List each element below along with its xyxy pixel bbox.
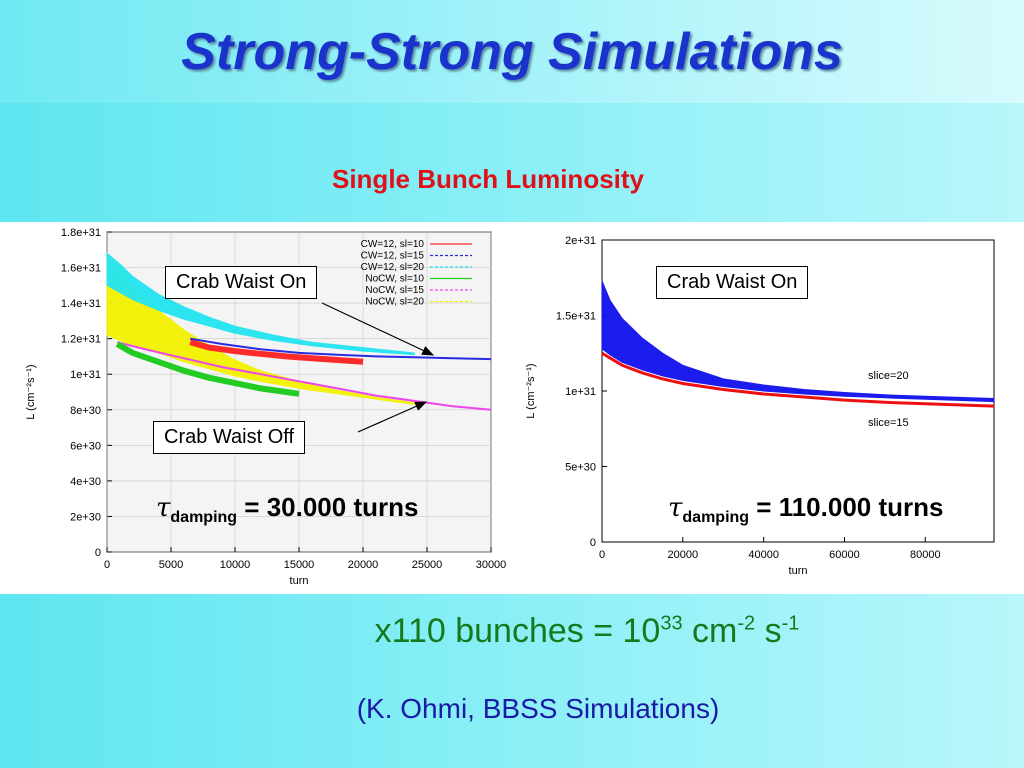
x-tick-label: 0 — [599, 549, 605, 561]
x-tick-label: 10000 — [220, 559, 251, 571]
x-tick-label: 40000 — [748, 549, 779, 561]
exponent-33: 33 — [660, 612, 683, 635]
legend-label: CW=12, sl=10 — [361, 239, 425, 250]
x-tick-label: 0 — [104, 559, 110, 571]
callout-crab-waist-on-right: Crab Waist On — [656, 266, 809, 299]
y-axis-label: L (cm⁻²s⁻¹) — [525, 363, 537, 418]
y-tick-label: 8e+30 — [70, 405, 101, 417]
slide-title: Strong-Strong Simulations — [181, 23, 843, 81]
y-tick-label: 4e+30 — [70, 476, 101, 488]
y-tick-label: 1.4e+31 — [61, 298, 101, 310]
x-tick-label: 30000 — [476, 559, 507, 571]
y-tick-label: 2e+30 — [70, 511, 101, 523]
bunches-luminosity-text: x110 bunches = 1033 cm-2 s-1 — [0, 612, 1024, 651]
x-tick-label: 80000 — [910, 549, 941, 561]
series-cw-12-sl-10-line — [189, 339, 364, 365]
legend-label: CW=12, sl=20 — [361, 262, 425, 273]
damping-subscript: damping — [682, 509, 750, 527]
y-tick-label: 1e+31 — [70, 369, 101, 381]
damping-subscript: damping — [170, 509, 238, 527]
series-label-slice-15: slice=15 — [868, 417, 909, 429]
x-tick-label: 60000 — [829, 549, 860, 561]
y-tick-label: 1e+31 — [565, 386, 596, 398]
series-nocw-sl-10-line — [115, 341, 300, 397]
y-tick-label: 1.6e+31 — [61, 263, 101, 275]
legend-label: NoCW, sl=20 — [365, 297, 424, 308]
title-band — [0, 0, 1024, 103]
legend-label: CW=12, sl=15 — [361, 251, 425, 262]
unit-s: s — [755, 612, 782, 650]
callout-crab-waist-on-left: Crab Waist On — [165, 266, 318, 299]
series-slice-15-line — [601, 351, 995, 408]
x-axis-label: turn — [789, 565, 808, 577]
legend-label: NoCW, sl=10 — [365, 274, 424, 285]
y-tick-label: 6e+30 — [70, 440, 101, 452]
y-tick-label: 2e+31 — [565, 235, 596, 247]
y-tick-label: 1.5e+31 — [556, 311, 596, 323]
right-damping-label: τdamping = 110.000 turns — [668, 492, 943, 527]
tau-symbol: τ — [156, 493, 171, 523]
legend-label: NoCW, sl=15 — [365, 285, 424, 296]
y-tick-label: 1.2e+31 — [61, 334, 101, 346]
y-axis-label: L (cm⁻²s⁻¹) — [25, 364, 37, 419]
y-tick-label: 0 — [590, 537, 596, 549]
slide-subtitle: Single Bunch Luminosity — [331, 164, 644, 194]
damping-value: = 110.000 turns — [749, 492, 944, 522]
tau-symbol: τ — [668, 493, 683, 523]
series-slice-20-band — [601, 280, 995, 403]
x-tick-label: 20000 — [668, 549, 699, 561]
series-label-slice-20: slice=20 — [868, 370, 909, 382]
damping-value: = 30.000 turns — [237, 492, 419, 522]
y-tick-label: 1.8e+31 — [61, 227, 101, 239]
x-tick-label: 20000 — [348, 559, 379, 571]
callout-crab-waist-off: Crab Waist Off — [153, 421, 306, 454]
y-tick-label: 0 — [95, 547, 101, 559]
x-tick-label: 15000 — [284, 559, 315, 571]
exponent-s: -1 — [781, 612, 800, 635]
x-tick-label: 5000 — [159, 559, 183, 571]
y-tick-label: 5e+30 — [565, 462, 596, 474]
bunches-prefix: x110 bunches = 10 — [374, 612, 661, 650]
credit-text: (K. Ohmi, BBSS Simulations) — [356, 693, 720, 724]
unit-cm: cm — [682, 612, 738, 650]
exponent-cm: -2 — [737, 612, 756, 635]
left-damping-label: τdamping = 30.000 turns — [156, 492, 418, 527]
x-axis-label: turn — [290, 575, 309, 587]
x-tick-label: 25000 — [412, 559, 443, 571]
